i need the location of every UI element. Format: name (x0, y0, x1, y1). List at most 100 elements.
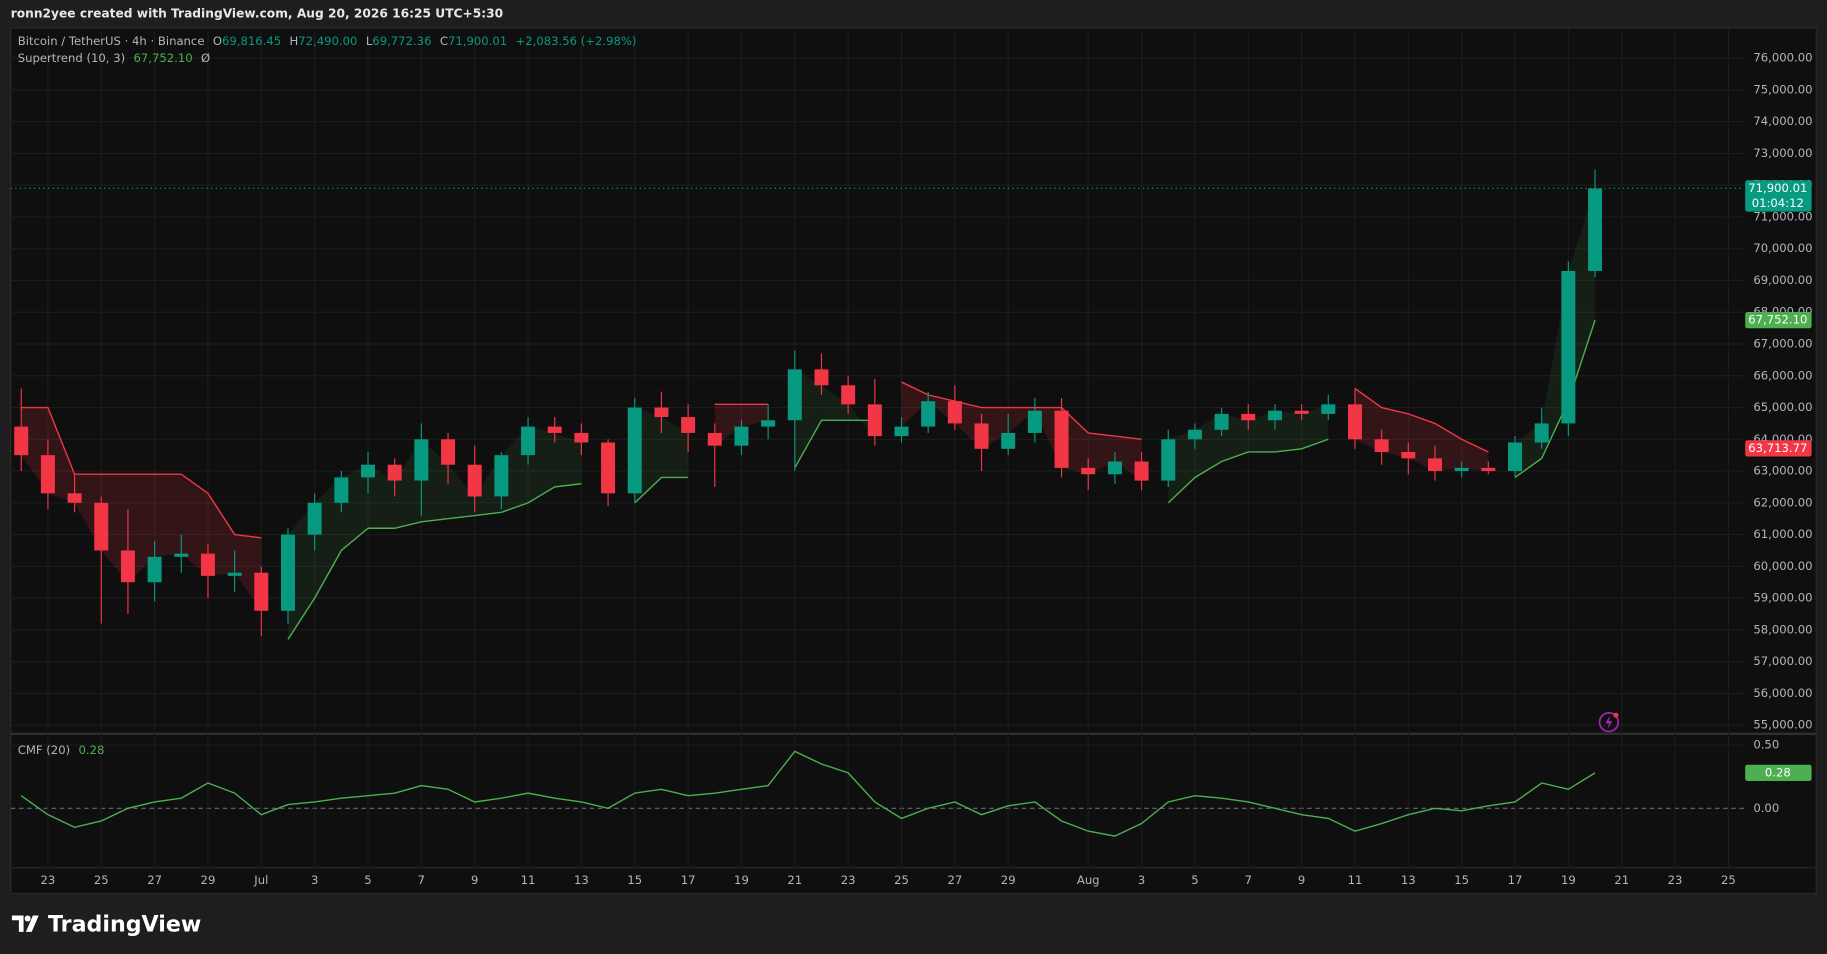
candle-body (227, 572, 242, 576)
trend-fill (448, 464, 475, 519)
candle-body (841, 385, 856, 405)
candle-body (921, 401, 936, 427)
x-tick-label: 25 (94, 873, 109, 887)
trend-fill (1274, 410, 1302, 452)
trend-fill (181, 474, 208, 576)
candle-body (1374, 439, 1389, 452)
candle-body (1454, 467, 1469, 472)
candle-body (14, 426, 29, 456)
candle-body (1428, 458, 1442, 472)
x-tick-label: 7 (418, 873, 425, 887)
indicator-value: 67,752.10 (133, 51, 192, 65)
candle-body (40, 455, 55, 494)
y-tick-label: 65,000.00 (1753, 400, 1812, 414)
x-tick-label: 9 (471, 873, 478, 887)
attribution: ronn2yee created with TradingView.com, A… (11, 6, 503, 20)
price-label: 63,713.77 (1748, 441, 1807, 455)
candle-body (1321, 404, 1336, 414)
x-tick-label: 27 (147, 873, 162, 887)
x-tick-label: 17 (1508, 873, 1523, 887)
ohlc-value: 69,816.45 (222, 33, 281, 47)
candle-body (734, 426, 749, 446)
candle-body (1001, 432, 1016, 449)
candle-body (467, 464, 482, 497)
y-tick-label: 62,000.00 (1753, 495, 1812, 509)
candles (14, 169, 1603, 637)
candle-body (521, 426, 536, 456)
candle-body (1508, 442, 1523, 472)
candle-body (814, 369, 829, 386)
x-tick-label: 5 (1191, 873, 1198, 887)
candle-body (681, 417, 696, 433)
ohlc-value: 72,490.00 (298, 33, 357, 47)
candle-body (1588, 188, 1603, 271)
candle-body (307, 502, 322, 535)
y-tick-label: 75,000.00 (1753, 82, 1812, 96)
price-label: 0.28 (1765, 765, 1791, 779)
candle-body (280, 534, 295, 611)
x-tick-label: 25 (1721, 873, 1736, 887)
y-tick-label: 61,000.00 (1753, 527, 1812, 541)
x-tick-label: 7 (1245, 873, 1252, 887)
x-tick-label: 13 (1401, 873, 1416, 887)
x-tick-label: 25 (894, 873, 909, 887)
y-tick-label: 69,000.00 (1753, 273, 1812, 287)
y-tick-label: 71,000.00 (1753, 209, 1812, 223)
x-tick-label: 21 (1614, 873, 1629, 887)
indicator-name: CMF (20) (18, 743, 70, 757)
logo-text: TradingView (48, 911, 201, 937)
candle-body (1561, 270, 1576, 424)
candle-body (1161, 439, 1176, 481)
candle-body (867, 404, 882, 437)
candle-body (120, 550, 135, 583)
y-tick-label: 0.50 (1753, 738, 1779, 752)
cmf-line (20, 750, 1596, 837)
y-tick-label: 67,000.00 (1753, 337, 1812, 351)
candle-body (1054, 410, 1069, 468)
price-label: 71,900.01 (1748, 181, 1807, 195)
candle-body (94, 502, 109, 551)
y-tick-label: 60,000.00 (1753, 559, 1812, 573)
trend-fill (821, 385, 849, 421)
candle-body (947, 401, 962, 424)
y-tick-label: 63,000.00 (1753, 464, 1812, 478)
axis-labels: 55,000.00 56,000.00 57,000.00 58,000.00 59,0… (41, 51, 1813, 887)
candle-body (574, 432, 589, 443)
candle-body (1534, 423, 1549, 443)
symbol-title: Bitcoin / TetherUS · 4h · Binance (18, 33, 205, 47)
candle-body (174, 553, 189, 557)
y-tick-label: 76,000.00 (1753, 51, 1812, 65)
candle-body (627, 407, 642, 494)
y-tick-label: 70,000.00 (1753, 241, 1812, 255)
candle-body (1187, 429, 1202, 440)
trend-fill (1301, 404, 1329, 449)
y-tick-label: 57,000.00 (1753, 654, 1812, 668)
candle-body (761, 420, 776, 427)
alert-icon[interactable] (1598, 712, 1620, 733)
supertrend-up (287, 319, 1596, 640)
x-tick-label: 29 (1001, 873, 1016, 887)
x-tick-label: 17 (681, 873, 696, 887)
ohlc-key: O (213, 33, 222, 47)
cmf-legend: CMF (20) 0.28 (18, 743, 105, 757)
indicator-symbol: Ø (201, 51, 210, 65)
y-tick-label: 58,000.00 (1753, 622, 1812, 636)
chart-area (10, 27, 1817, 895)
candle-body (1027, 410, 1042, 433)
candle-body (361, 464, 375, 478)
main-legend: Bitcoin / TetherUS · 4h · Binance O69,81… (18, 33, 637, 47)
x-tick-label: 27 (947, 873, 962, 887)
y-tick-label: 0.00 (1753, 801, 1779, 815)
candle-body (334, 477, 349, 503)
y-tick-label: 55,000.00 (1753, 718, 1812, 732)
ohlc-key: H (290, 33, 299, 47)
y-tick-label: 59,000.00 (1753, 591, 1812, 605)
x-tick-label: 23 (1668, 873, 1683, 887)
y-tick-label: 74,000.00 (1753, 114, 1812, 128)
indicator-lines (20, 319, 1596, 837)
x-tick-label: 29 (201, 873, 216, 887)
trend-fill (901, 382, 929, 427)
x-tick-label: Jul (253, 873, 268, 887)
